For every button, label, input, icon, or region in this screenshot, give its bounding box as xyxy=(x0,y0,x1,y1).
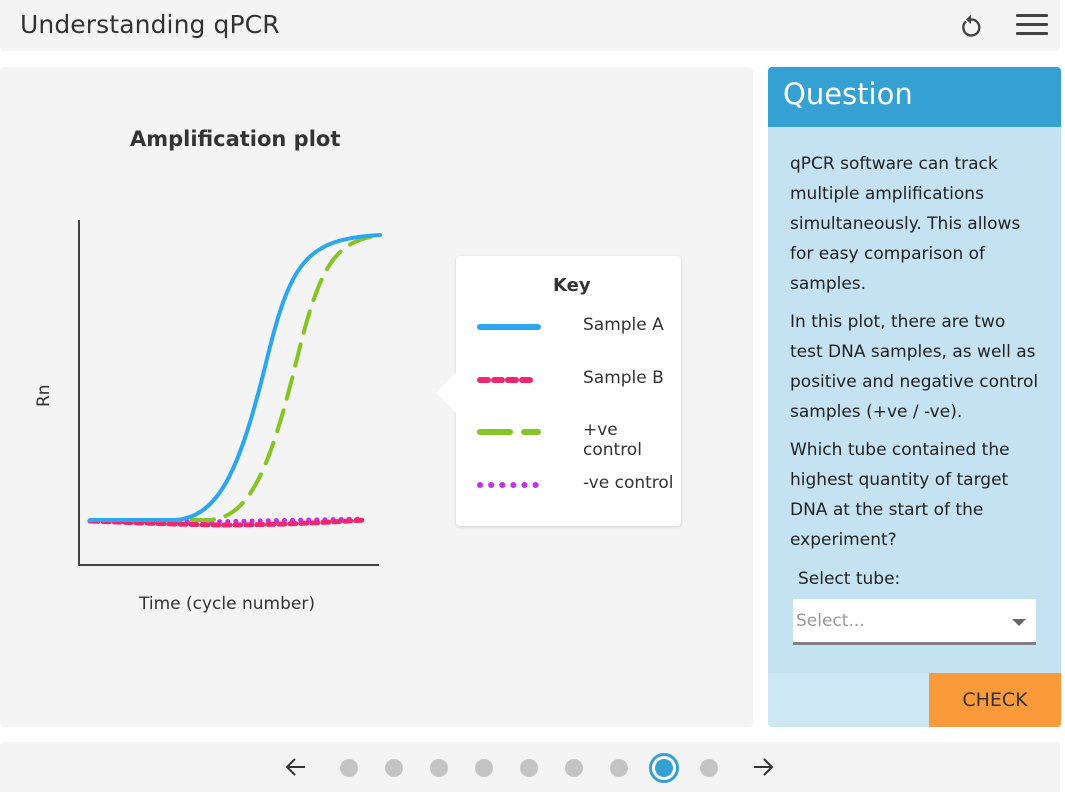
key-item-negative-control: -ve control xyxy=(476,473,676,497)
series-negative-control xyxy=(87,516,368,525)
hamburger-menu-icon xyxy=(1016,14,1048,35)
question-paragraph: qPCR software can track multiple amplifi… xyxy=(790,154,1021,294)
menu-button[interactable] xyxy=(1016,14,1048,38)
page-dot-3[interactable] xyxy=(430,759,448,777)
app-header: Understanding qPCR xyxy=(0,0,1060,51)
tube-select-dropdown[interactable]: Select... xyxy=(793,599,1036,645)
plot-panel: Amplification plot Rn Time (cycle number… xyxy=(0,67,753,727)
question-footer: CHECK xyxy=(768,673,1061,727)
question-prompt: Which tube contained the highest quantit… xyxy=(790,440,1010,550)
page-dot-6[interactable] xyxy=(565,759,583,777)
page-dot-9[interactable] xyxy=(700,759,718,777)
long-dash-swatch-icon xyxy=(477,429,541,435)
key-title: Key xyxy=(553,275,591,296)
series-sample-a xyxy=(88,233,382,522)
y-axis-label: Rn xyxy=(34,384,54,407)
key-item-sample-a: Sample A xyxy=(476,315,676,339)
short-dash-swatch-icon xyxy=(477,377,539,383)
chart-key: Key Sample A Sample B +ve control -ve co… xyxy=(436,256,681,526)
prev-page-button[interactable] xyxy=(284,755,308,779)
plot-title: Amplification plot xyxy=(130,127,341,151)
series-sample-b xyxy=(89,517,368,528)
app-title: Understanding qPCR xyxy=(20,10,280,39)
arrow-right-icon xyxy=(754,758,774,776)
page-dot-2[interactable] xyxy=(385,759,403,777)
solid-line-swatch-icon xyxy=(477,324,541,330)
reset-icon xyxy=(962,14,981,37)
chart-axes xyxy=(78,220,379,566)
question-title: Question xyxy=(783,77,913,111)
arrow-left-icon xyxy=(285,758,305,776)
page-dot-8-current[interactable] xyxy=(649,753,679,783)
reset-button[interactable] xyxy=(957,12,985,40)
question-body: qPCR software can track multiple amplifi… xyxy=(768,127,1061,555)
chevron-down-icon xyxy=(1012,619,1026,626)
page-dot-7[interactable] xyxy=(610,759,628,777)
series-positive-control xyxy=(88,233,382,522)
key-item-positive-control: +ve control xyxy=(476,420,676,460)
dotted-swatch-icon xyxy=(477,482,541,488)
x-axis-label: Time (cycle number) xyxy=(139,594,315,614)
select-placeholder: Select... xyxy=(796,611,865,631)
page-dot-1[interactable] xyxy=(340,759,358,777)
page-dot-5[interactable] xyxy=(520,759,538,777)
page-dot-4[interactable] xyxy=(475,759,493,777)
check-button[interactable]: CHECK xyxy=(929,673,1061,727)
question-panel: Question qPCR software can track multipl… xyxy=(768,67,1061,727)
question-paragraph: In this plot, there are two test DNA sam… xyxy=(790,312,1039,422)
question-header: Question xyxy=(768,67,1061,127)
next-page-button[interactable] xyxy=(751,755,775,779)
page-navigation xyxy=(0,742,1060,792)
key-item-sample-b: Sample B xyxy=(476,368,676,392)
amplification-chart xyxy=(78,220,382,566)
select-tube-label: Select tube: xyxy=(798,569,901,589)
